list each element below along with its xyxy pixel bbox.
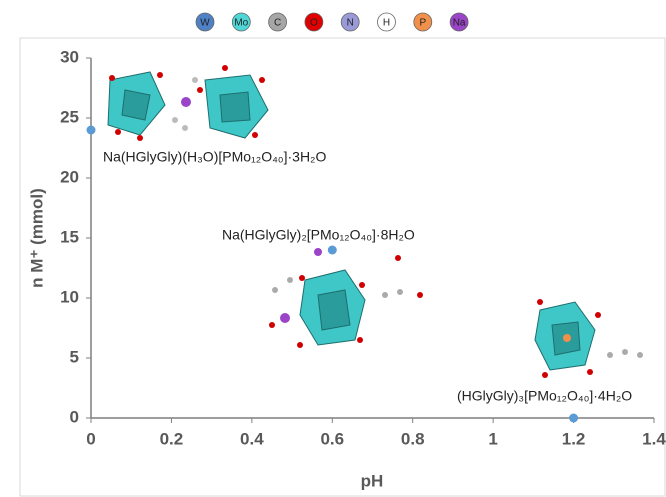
legend-label: W [200, 18, 210, 29]
x-tick-label: 0 [86, 429, 95, 448]
legend-label: N [347, 18, 354, 29]
legend-label: Na [453, 18, 466, 29]
x-tick-label: 1.4 [642, 429, 666, 448]
legend-swatch [304, 12, 324, 32]
y-tick-label: 20 [60, 167, 79, 186]
annotation: Na(HGlyGly)₂[PMo₁₂O₄₀]·8H₂O [222, 227, 415, 243]
x-axis-title: pH [361, 471, 384, 490]
y-tick-label: 30 [60, 47, 79, 66]
point [327, 245, 337, 255]
molecule-1 [107, 65, 269, 141]
annotation: (HGlyGly)₃[PMo₁₂O₄₀]·4H₂O [457, 388, 632, 404]
x-tick-label: 0.8 [401, 429, 425, 448]
annotation: Na(HGlyGly)(H₃O)[PMo₁₂O₄₀]·3H₂O [103, 149, 326, 165]
y-axis-title: n M⁺ (mmol) [27, 188, 46, 288]
legend-label: Mo [234, 18, 248, 29]
legend-swatch [231, 12, 251, 32]
point [569, 413, 579, 423]
legend-label: C [274, 18, 281, 29]
x-tick-label: 1.2 [562, 429, 586, 448]
x-tick-label: 0.2 [160, 429, 184, 448]
legend-swatch [377, 12, 396, 32]
y-tick-label: 15 [60, 227, 79, 246]
legend-label: O [310, 18, 318, 29]
chart-frame [19, 37, 666, 497]
x-tick-label: 1 [488, 429, 497, 448]
x-tick-label: 0.6 [320, 429, 344, 448]
legend-swatch [413, 12, 433, 32]
legend-swatch [340, 12, 360, 32]
molecule-3 [534, 299, 643, 378]
y-tick-label: 0 [70, 407, 79, 426]
y-tick-label: 5 [70, 347, 79, 366]
x-tick-label: 0.4 [240, 429, 264, 448]
legend-swatch [195, 12, 215, 32]
legend-label: H [383, 18, 390, 29]
legend-label: P [419, 18, 426, 29]
y-tick-label: 25 [60, 107, 79, 126]
legend-swatch [449, 12, 469, 32]
molecule-2 [269, 248, 423, 348]
y-tick-label: 10 [60, 287, 79, 306]
point [86, 125, 96, 135]
legend-swatch [268, 12, 288, 32]
